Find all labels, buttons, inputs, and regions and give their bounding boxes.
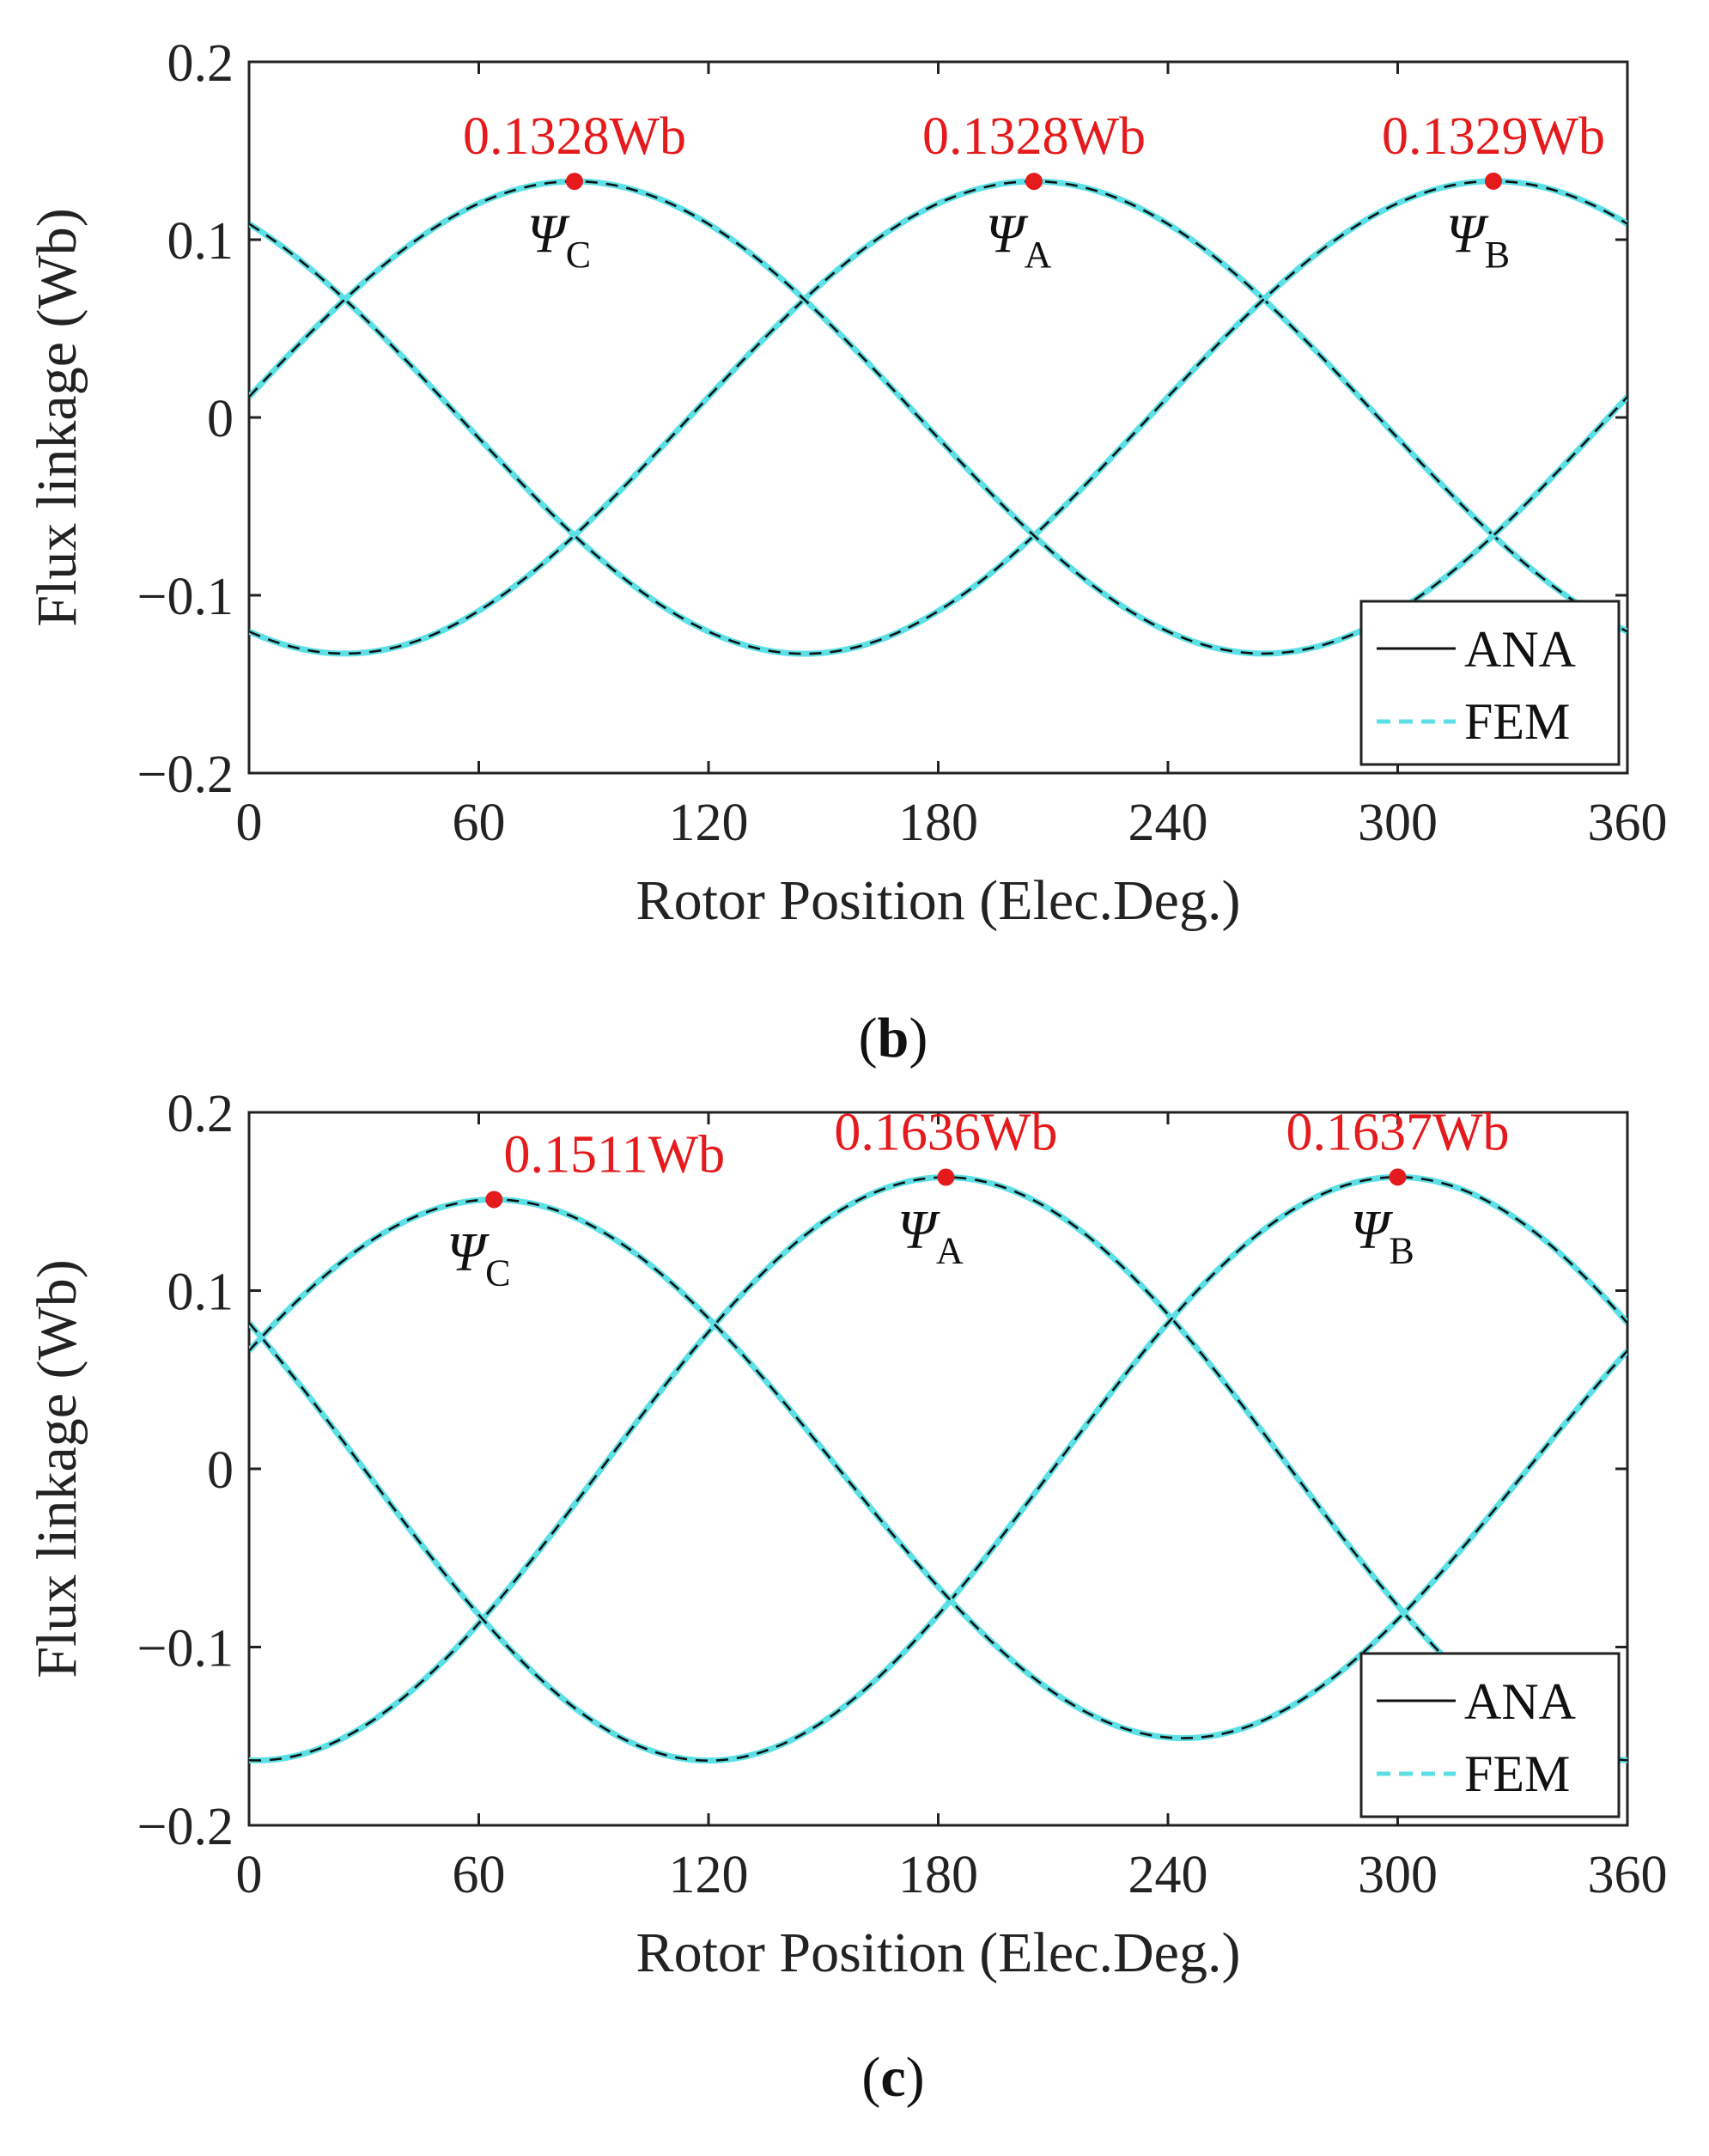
legend: ANA FEM <box>1359 1652 1621 1818</box>
caption-close-paren: ) <box>906 2046 925 2109</box>
y-tick-label: 0 <box>207 390 234 448</box>
y-tick-label: 0.2 <box>167 1085 234 1143</box>
phase-symbol: Ψ <box>1350 1198 1393 1259</box>
legend-label-ana: ANA <box>1464 621 1576 678</box>
phase-symbol: Ψ <box>986 203 1029 264</box>
peak-value-label: 0.1511Wb <box>503 1125 725 1184</box>
fem-line-ΨA <box>249 178 1627 657</box>
peak-marker <box>1484 172 1502 190</box>
phase-subscript: A <box>1025 234 1052 276</box>
y-tick-label: −0.1 <box>137 568 234 626</box>
x-axis-label: Rotor Position (Elec.Deg.) <box>636 869 1241 932</box>
x-tick-label: 180 <box>898 794 978 852</box>
phase-label: ΨC <box>527 203 591 276</box>
x-axis-label: Rotor Position (Elec.Deg.) <box>636 1922 1241 1984</box>
caption-open-paren: ( <box>861 2046 880 2109</box>
x-tick-label: 240 <box>1128 794 1208 852</box>
phase-subscript: B <box>1389 1229 1414 1271</box>
peak-value-label: 0.1329Wb <box>1382 107 1605 166</box>
phase-label: ΨA <box>897 1199 964 1272</box>
legend-label-fem: FEM <box>1464 1745 1570 1802</box>
phase-symbol: Ψ <box>527 203 570 264</box>
x-tick-label: 300 <box>1358 1846 1438 1904</box>
peak-value-label: 0.1328Wb <box>922 107 1146 166</box>
ana-line-ΨB <box>249 180 1627 655</box>
peak-value-label: 0.1637Wb <box>1286 1103 1509 1161</box>
y-tick-label: −0.2 <box>137 746 234 804</box>
peak-marker <box>1389 1168 1407 1186</box>
peak-value-label: 0.1636Wb <box>834 1104 1057 1162</box>
x-tick-label: 300 <box>1358 794 1438 852</box>
fem-line-ΨB <box>249 178 1627 657</box>
phase-subscript: A <box>936 1230 964 1272</box>
y-axis-label: Flux linkage (Wb) <box>26 208 88 627</box>
x-tick-label: 180 <box>898 1846 978 1904</box>
peak-marker <box>937 1168 955 1186</box>
x-tick-label: 0 <box>236 794 263 852</box>
phase-symbol: Ψ <box>897 1199 940 1260</box>
x-tick-label: 60 <box>453 794 506 852</box>
phase-label: ΨC <box>447 1221 510 1294</box>
legend: ANA FEM <box>1359 600 1621 766</box>
y-tick-label: 0.2 <box>167 34 234 93</box>
peak-value-label: 0.1328Wb <box>463 107 686 166</box>
phase-subscript: C <box>485 1252 510 1294</box>
caption-letter: c <box>880 2046 905 2109</box>
y-tick-label: −0.2 <box>137 1798 234 1856</box>
legend-label-fem: FEM <box>1464 693 1570 750</box>
ana-line-ΨC <box>249 1198 1627 1739</box>
phase-label: ΨA <box>986 203 1052 276</box>
x-tick-label: 360 <box>1588 794 1668 852</box>
peak-marker <box>1025 173 1043 191</box>
x-tick-label: 120 <box>669 794 749 852</box>
caption-letter: b <box>878 1007 909 1069</box>
x-tick-label: 360 <box>1588 1846 1668 1904</box>
y-tick-label: −0.1 <box>137 1620 234 1678</box>
x-tick-label: 120 <box>669 1846 749 1904</box>
legend-box <box>1359 600 1621 766</box>
peak-marker <box>485 1191 503 1209</box>
chart-panel-b: 0 60 120 180 240 300 360 −0.2 −0.1 0 0.1 0.2 Rotor P… <box>26 34 1668 1069</box>
x-tick-label: 0 <box>236 1846 263 1904</box>
caption-open-paren: ( <box>859 1007 878 1069</box>
phase-symbol: Ψ <box>447 1221 490 1282</box>
chart-panel-c: 0 60 120 180 240 300 360 −0.2 −0.1 0 0.1 0.2 Rotor P… <box>26 1085 1668 2109</box>
phase-label: ΨB <box>1350 1198 1414 1271</box>
peak-marker <box>565 173 583 191</box>
phase-symbol: Ψ <box>1446 203 1489 264</box>
legend-box <box>1359 1652 1621 1818</box>
x-tick-label: 60 <box>453 1846 506 1904</box>
panel-caption: (c) <box>861 2046 924 2109</box>
ana-line-ΨB <box>249 1176 1627 1762</box>
panel-caption: (b) <box>859 1007 928 1069</box>
y-tick-label: 0.1 <box>167 1264 234 1322</box>
x-tick-label: 240 <box>1128 1846 1208 1904</box>
caption-close-paren: ) <box>909 1007 927 1069</box>
y-tick-label: 0 <box>207 1441 234 1500</box>
phase-label: ΨB <box>1446 203 1510 276</box>
series-lines <box>249 178 1627 657</box>
phase-subscript: B <box>1485 234 1510 276</box>
legend-label-ana: ANA <box>1464 1673 1576 1730</box>
y-axis-label: Flux linkage (Wb) <box>26 1259 88 1678</box>
phase-subscript: C <box>566 234 591 276</box>
y-tick-label: 0.1 <box>167 212 234 271</box>
